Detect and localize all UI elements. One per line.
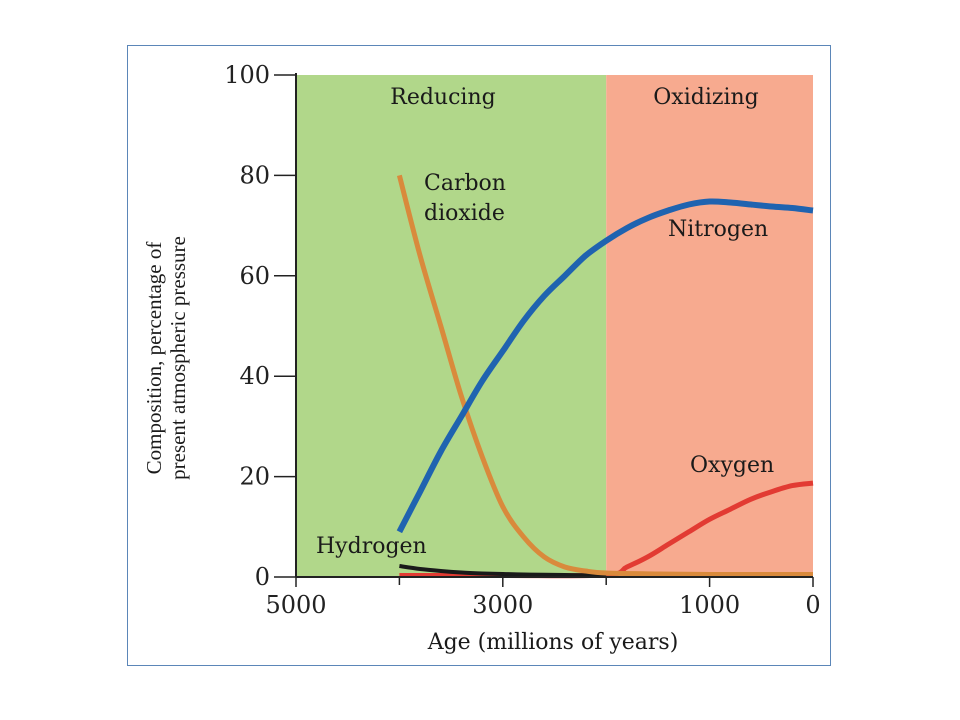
series-line-hydrogen: [399, 564, 607, 578]
series-label-nitrogen: Nitrogen: [668, 217, 768, 242]
y-tick-label-20: 20: [239, 463, 270, 491]
series-label-oxygen: Oxygen: [690, 453, 774, 478]
region-backgrounds: [296, 75, 813, 577]
series-line-nitrogen: [396, 198, 814, 534]
series-line-carbon-dioxide: [396, 174, 813, 578]
y-axis-title-line1: Composition, percentage of: [142, 242, 166, 475]
series-label-carbon-dioxide-line1: Carbon: [424, 171, 506, 196]
chart-labels: Reducing Oxidizing Carbon dioxide Nitrog…: [142, 85, 774, 655]
x-tick-label-5000: 5000: [265, 591, 326, 619]
x-tick-label-1000: 1000: [679, 591, 740, 619]
y-tick-label-60: 60: [239, 262, 270, 290]
axes: 0 20 40 60 80 100 5000 3000 1000 0: [224, 61, 820, 619]
y-tick-label-40: 40: [239, 362, 270, 390]
x-tick-label-0: 0: [805, 591, 820, 619]
x-tick-label-3000: 3000: [472, 591, 533, 619]
region-label-oxidizing: Oxidizing: [653, 85, 758, 110]
series-lines: [396, 174, 814, 579]
x-axis-title: Age (millions of years): [427, 630, 679, 655]
y-tick-label-100: 100: [224, 61, 270, 89]
region-oxidizing: [606, 75, 813, 577]
composition-chart: 0 20 40 60 80 100 5000 3000 1000 0 Reducing Oxidi…: [142, 61, 821, 655]
y-axis-title-line2: present atmospheric pressure: [166, 236, 190, 480]
series-label-hydrogen: Hydrogen: [316, 534, 427, 559]
y-tick-label-80: 80: [239, 161, 270, 189]
region-label-reducing: Reducing: [390, 85, 495, 110]
y-tick-label-0: 0: [255, 563, 270, 591]
region-reducing: [296, 75, 607, 577]
series-label-carbon-dioxide-line2: dioxide: [424, 201, 505, 226]
chart-frame: 0 20 40 60 80 100 5000 3000 1000 0 Reducing Oxidi…: [127, 45, 831, 666]
